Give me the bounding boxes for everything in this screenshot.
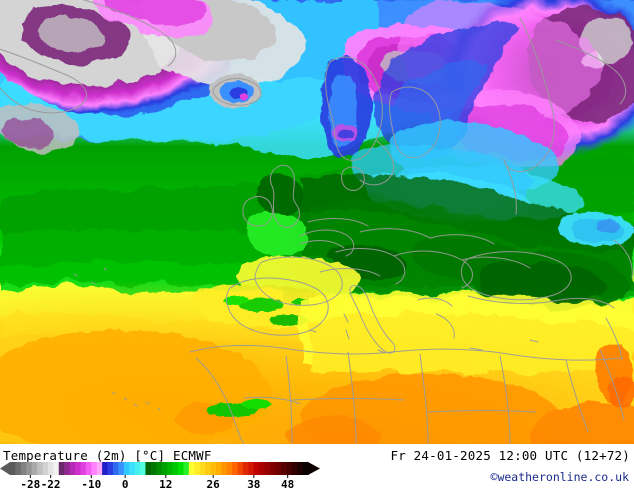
colorbar-tick-label: 12 [159, 478, 172, 490]
colorbar-swatch [145, 462, 152, 475]
colorbar-tick-label: 38 [247, 478, 260, 490]
colorbar-swatch [177, 462, 184, 475]
colorbar-swatch [53, 462, 60, 475]
colorbar-swatch [264, 462, 271, 475]
colorbar-swatch [75, 462, 81, 475]
colorbar-swatch [297, 462, 303, 475]
colorbar-swatch [85, 462, 92, 475]
colorbar-tick-labels: -28 -22 -10 0 12 26 38 48 [20, 478, 294, 490]
colorbar-swatch [140, 462, 146, 475]
colorbar-swatch [134, 462, 141, 475]
colorbar-swatch [291, 462, 298, 475]
colorbar-tick-label: 0 [122, 478, 129, 490]
colorbar-swatch [20, 462, 27, 475]
colorbar-swatch [167, 462, 173, 475]
colorbar-swatch [270, 462, 276, 475]
colorbar-swatch [161, 462, 168, 475]
colorbar-swatch [15, 462, 22, 475]
colorbar-tick-label: 26 [207, 478, 221, 490]
colorbar-tick-label: 48 [281, 478, 294, 490]
colorbar-left-arrow [0, 462, 10, 475]
colorbar-swatches [10, 462, 309, 475]
colorbar-tick-marks [29, 475, 289, 478]
copyright-label: ©weatheronline.co.uk [490, 470, 629, 484]
colorbar-swatch [253, 462, 260, 475]
temperature-map[interactable] [0, 0, 634, 444]
colorbar-swatch [275, 462, 282, 475]
colorbar-swatch [156, 462, 163, 475]
product-title: Temperature (2m) [°C] ECMWF [3, 448, 212, 463]
valid-time-label: Fr 24-01-2025 12:00 UTC (12+72) [390, 448, 630, 463]
colorbar-swatch [259, 462, 266, 475]
colorbar-swatch [242, 462, 249, 475]
colorbar-swatch [183, 462, 190, 475]
colorbar-swatch [129, 462, 136, 475]
colorbar-swatch [10, 462, 16, 475]
colorbar-tick-label: -10 [81, 478, 101, 490]
colorbar-swatch [188, 462, 195, 475]
colorbar-right-arrow [308, 462, 320, 475]
colorbar-tick-label: -22 [41, 478, 61, 490]
colorbar-swatch [210, 462, 217, 475]
colorbar-swatch [172, 462, 179, 475]
colorbar-swatch [221, 462, 228, 475]
colorbar-swatch [47, 462, 54, 475]
colorbar-swatch [37, 462, 43, 475]
temperature-colorbar[interactable]: -28 -22 -10 0 12 26 38 48 [0, 462, 330, 490]
colorbar-swatch [248, 462, 255, 475]
colorbar-swatch [199, 462, 206, 475]
colorbar-swatch [232, 462, 238, 475]
colorbar-swatch [64, 462, 70, 475]
colorbar-swatch [205, 462, 211, 475]
colorbar-swatch [58, 462, 65, 475]
colorbar-swatch [286, 462, 293, 475]
map-footer: Temperature (2m) [°C] ECMWF Fr 24-01-202… [0, 444, 634, 490]
colorbar-swatch [96, 462, 103, 475]
colorbar-swatch [226, 462, 233, 475]
colorbar-swatch [150, 462, 157, 475]
colorbar-swatch [69, 462, 76, 475]
colorbar-swatch [237, 462, 244, 475]
colorbar-swatch [302, 462, 309, 475]
colorbar-arrows [0, 462, 320, 475]
colorbar-swatch [102, 462, 108, 475]
colorbar-swatch [118, 462, 125, 475]
colorbar-swatch [123, 462, 130, 475]
colorbar-swatch [215, 462, 222, 475]
colorbar-swatch [91, 462, 98, 475]
coastline-overlay [0, 0, 633, 444]
colorbar-swatch [26, 462, 33, 475]
colorbar-swatch [112, 462, 119, 475]
colorbar-swatch [31, 462, 38, 475]
colorbar-tick-label: -28 [20, 478, 40, 490]
colorbar-swatch [280, 462, 287, 475]
colorbar-swatch [194, 462, 201, 475]
colorbar-swatch [42, 462, 49, 475]
colorbar-swatch [80, 462, 87, 475]
colorbar-swatch [107, 462, 114, 475]
colorbar-svg: -28 -22 -10 0 12 26 38 48 [0, 462, 320, 490]
temperature-raster [0, 0, 634, 444]
